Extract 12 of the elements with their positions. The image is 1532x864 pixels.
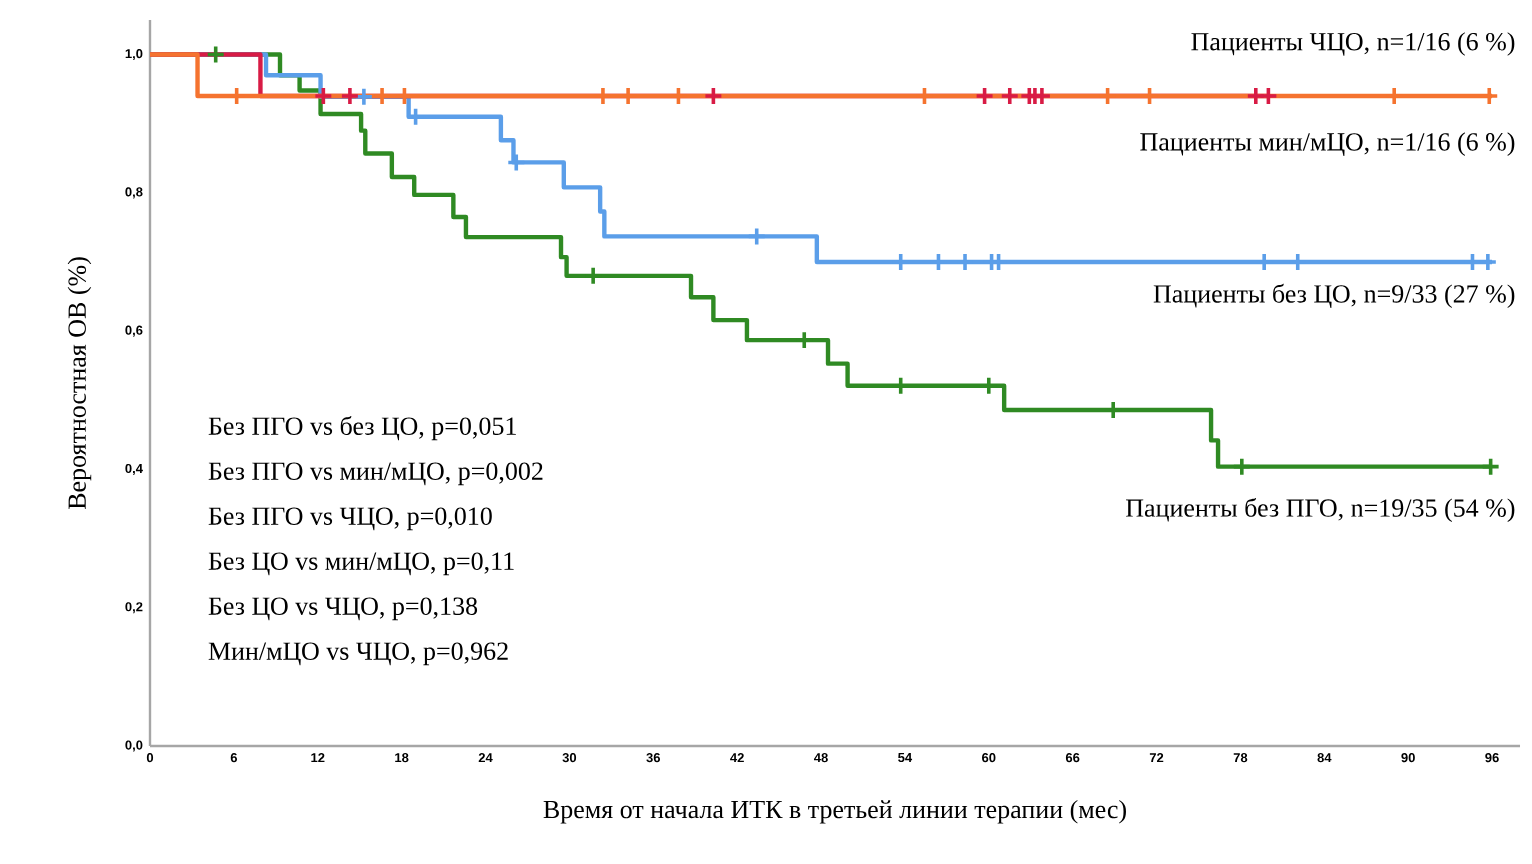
series-label: Пациенты ЧЦО, n=1/16 (6 %) — [1191, 32, 1515, 56]
annotation: Мин/мЦО vs ЧЦО, p=0,962 — [208, 642, 508, 666]
y-axis-title: Вероятностная ОВ (%) — [67, 257, 92, 510]
series-label: Пациенты без ЦО, n=9/33 (27 %) — [1153, 283, 1515, 308]
series-label: Пациенты мин/мЦО, n=1/16 (6 %) — [1140, 132, 1515, 156]
annotation: Без ПГО vs ЧЦО, p=0,010 — [208, 507, 492, 531]
annotation: Без ЦО vs мин/мЦО, p=0,11 — [208, 552, 514, 576]
series-label: Пациенты без ПГО, n=19/35 (54 %) — [1126, 497, 1515, 523]
annotation: Без ПГО vs без ЦО, p=0,051 — [208, 416, 516, 441]
x-axis-title: Время от начала ИТК в третьей линии терапии (мес) — [543, 799, 1126, 824]
annotation: Без ПГО vs мин/мЦО, p=0,002 — [208, 462, 543, 486]
annotation: Без ЦО vs ЧЦО, p=0,138 — [208, 597, 478, 621]
